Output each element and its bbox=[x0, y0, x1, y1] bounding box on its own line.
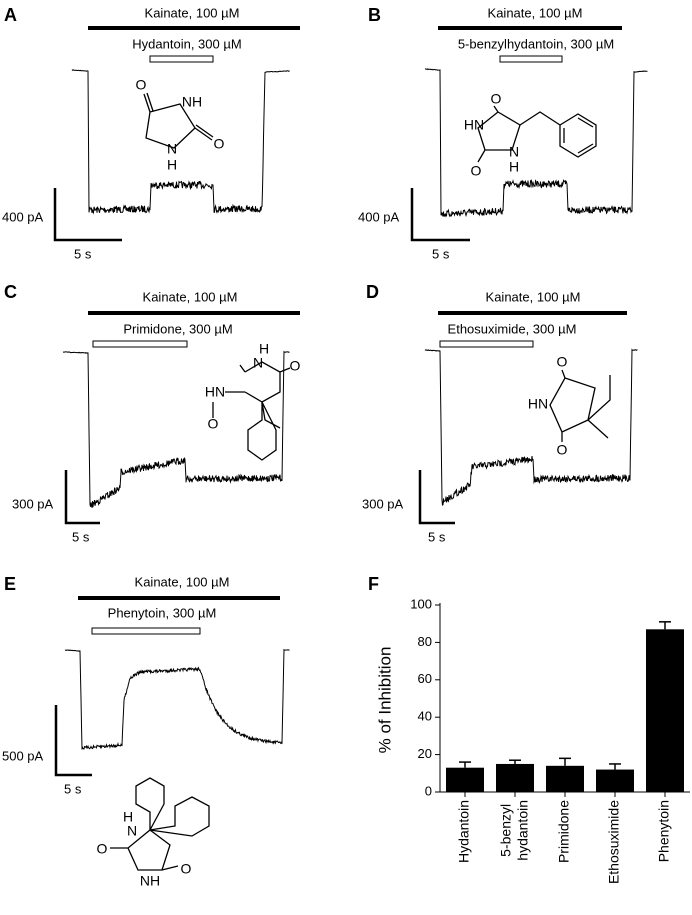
scale-bar bbox=[410, 188, 470, 242]
current-trace bbox=[424, 68, 648, 218]
atom-label: HN bbox=[205, 384, 225, 400]
agonist-bar bbox=[88, 311, 300, 315]
atom-label: HN bbox=[528, 396, 548, 412]
structure bbox=[477, 105, 597, 163]
agonist-label: Kainate, 100 µM bbox=[486, 289, 581, 304]
atom-label: O bbox=[97, 841, 108, 857]
scale-bar bbox=[53, 188, 122, 242]
atom-label: H bbox=[509, 159, 519, 175]
drug-bar bbox=[499, 55, 563, 63]
agonist-label: Kainate, 100 µM bbox=[488, 5, 583, 20]
y-tick-label: 100 bbox=[410, 596, 432, 611]
current-trace bbox=[71, 69, 290, 215]
panel-label: D bbox=[366, 282, 379, 302]
scale-x-label: 5 s bbox=[64, 781, 82, 796]
atom-label: O bbox=[208, 416, 219, 432]
structure bbox=[549, 369, 611, 442]
panel-label: C bbox=[4, 282, 17, 302]
bar bbox=[496, 763, 534, 792]
drug-bar bbox=[149, 55, 214, 63]
atom-label: O bbox=[181, 861, 192, 877]
panel-label: F bbox=[368, 574, 379, 594]
drug-label: Ethosuximide, 300 µM bbox=[448, 321, 577, 336]
atom-label: O bbox=[557, 354, 568, 370]
scale-y-label: 300 pA bbox=[362, 496, 404, 511]
scale-x-label: 5 s bbox=[72, 529, 90, 544]
current-trace bbox=[65, 648, 290, 750]
scale-x-label: 5 s bbox=[428, 529, 446, 544]
current-trace bbox=[62, 350, 290, 508]
scale-y-label: 500 pA bbox=[2, 748, 44, 763]
agonist-label: Kainate, 100 µM bbox=[135, 574, 230, 589]
y-tick-label: 40 bbox=[418, 709, 432, 724]
drug-label: Hydantoin, 300 µM bbox=[132, 36, 241, 51]
agonist-bar bbox=[88, 26, 300, 30]
bar bbox=[596, 769, 634, 792]
atom-label: O bbox=[557, 442, 568, 458]
agonist-bar bbox=[78, 596, 280, 600]
scale-bar bbox=[64, 470, 100, 525]
scale-bar bbox=[418, 470, 455, 525]
y-tick-label: 80 bbox=[418, 634, 432, 649]
atom-label: H bbox=[167, 157, 177, 173]
atom-label: O bbox=[471, 163, 482, 179]
drug-label: Phenytoin, 300 µM bbox=[108, 605, 217, 620]
y-tick-label: 0 bbox=[425, 783, 432, 798]
atom-label: O bbox=[136, 77, 147, 93]
x-tick-label: Primidone bbox=[556, 800, 572, 863]
agonist-label: Kainate, 100 µM bbox=[143, 289, 238, 304]
scale-x-label: 5 s bbox=[74, 246, 92, 261]
agonist-label: Kainate, 100 µM bbox=[145, 5, 240, 20]
drug-label: Primidone, 300 µM bbox=[123, 321, 232, 336]
x-tick-label: Phenytoin bbox=[656, 800, 672, 862]
y-tick-label: 60 bbox=[418, 671, 432, 686]
x-tick-label: Ethosuximide bbox=[606, 800, 622, 884]
panel-label: A bbox=[4, 5, 17, 25]
agonist-bar bbox=[438, 311, 627, 315]
structure bbox=[143, 92, 214, 149]
bar bbox=[646, 629, 684, 792]
atom-label: N bbox=[253, 355, 263, 371]
atom-label: H bbox=[123, 809, 133, 825]
scale-x-label: 5 s bbox=[432, 246, 450, 261]
atom-label: HN bbox=[464, 117, 484, 133]
agonist-bar bbox=[438, 26, 622, 30]
atom-label: N bbox=[167, 141, 177, 157]
drug-bar bbox=[92, 340, 188, 348]
atom-label: H bbox=[259, 341, 269, 357]
bar bbox=[546, 765, 584, 792]
x-tick-label: 5-benzyl hydantoin bbox=[497, 800, 530, 861]
atom-label: N bbox=[127, 823, 137, 839]
structure bbox=[110, 777, 210, 871]
y-axis-title: % of Inhibition bbox=[375, 647, 394, 754]
atom-label: O bbox=[290, 358, 301, 374]
atom-label: O bbox=[491, 91, 502, 107]
scale-y-label: 400 pA bbox=[358, 209, 400, 224]
panel-label: B bbox=[368, 5, 381, 25]
structure bbox=[212, 361, 291, 461]
y-tick-label: 20 bbox=[418, 746, 432, 761]
x-tick-label: Hydantoin bbox=[456, 800, 472, 863]
atom-label: NH bbox=[140, 873, 160, 889]
bar bbox=[446, 767, 484, 792]
drug-bar bbox=[91, 627, 201, 635]
scale-y-label: 300 pA bbox=[12, 496, 54, 511]
scale-bar bbox=[54, 705, 92, 777]
atom-label: O bbox=[214, 136, 225, 152]
drug-label: 5-benzylhydantoin, 300 µM bbox=[458, 36, 614, 51]
atom-label: NH bbox=[182, 94, 202, 110]
drug-bar bbox=[439, 340, 534, 348]
panel-label: E bbox=[4, 574, 16, 594]
atom-label: N bbox=[509, 144, 519, 160]
current-trace bbox=[424, 348, 638, 506]
scale-y-label: 400 pA bbox=[2, 209, 44, 224]
